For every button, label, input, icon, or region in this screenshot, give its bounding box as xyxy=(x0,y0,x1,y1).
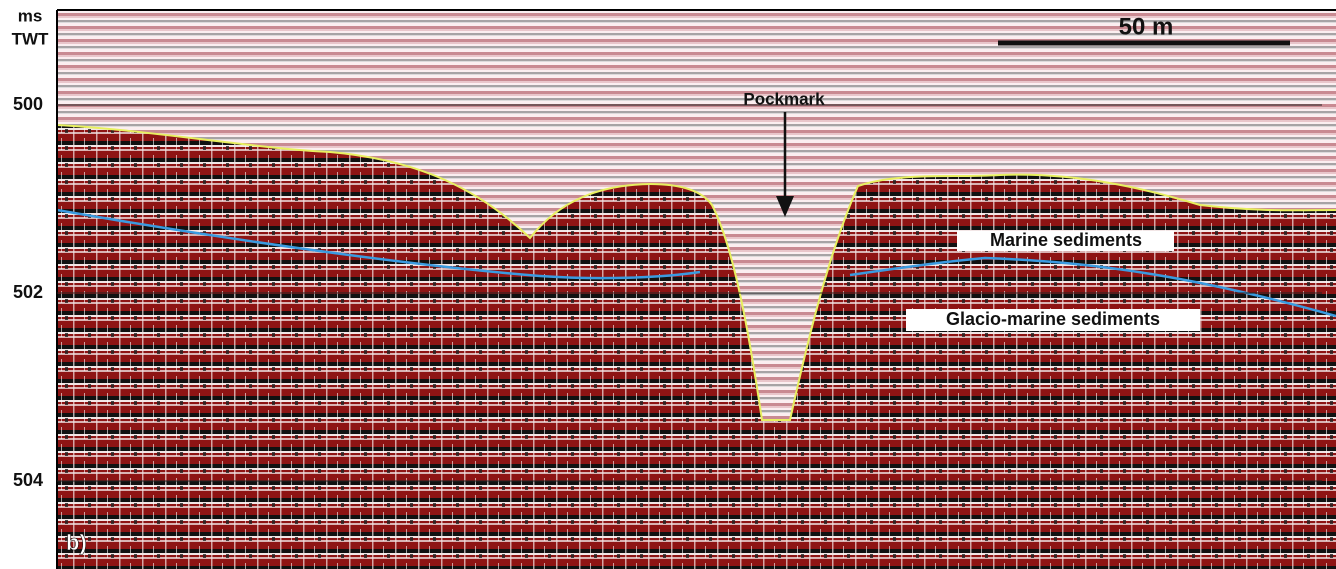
seismic-figure: 500 502 504 ms TWT 50 m Pockmark Marine se… xyxy=(0,0,1336,569)
depth-tick-label: 500 xyxy=(13,94,43,114)
unit-label: Glacio-marine sediments xyxy=(946,309,1160,329)
unit-label: Marine sediments xyxy=(990,230,1142,250)
axis-unit: ms xyxy=(18,6,43,25)
pockmark-label: Pockmark xyxy=(743,89,825,108)
seismic-section xyxy=(57,10,1336,569)
panel-label: b) xyxy=(66,530,87,555)
depth-tick-label: 502 xyxy=(13,282,43,302)
depth-tick-label: 504 xyxy=(13,470,43,490)
axis-unit: TWT xyxy=(12,29,49,48)
scale-bar-label: 50 m xyxy=(1119,13,1174,40)
